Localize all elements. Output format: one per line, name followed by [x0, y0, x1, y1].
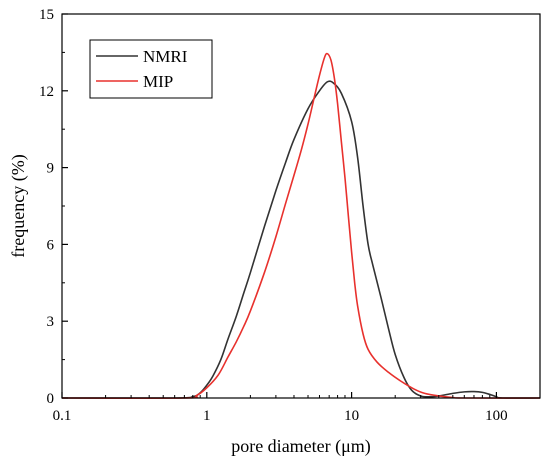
x-tick-label: 1 — [203, 408, 211, 424]
y-axis-label: frequency (%) — [8, 154, 29, 257]
legend-box — [89, 39, 213, 99]
y-axis: 0 3 6 9 12 15 — [39, 7, 68, 407]
x-tick-label: 10 — [344, 408, 359, 424]
y-tick-label: 6 — [47, 237, 55, 253]
y-tick-label: 12 — [39, 84, 54, 100]
y-tick-label: 3 — [47, 314, 55, 330]
x-tick-label: 0.1 — [53, 408, 72, 424]
plot-series — [61, 52, 541, 399]
x-axis-label: pore diameter (μm) — [231, 436, 371, 457]
legend-label-nmri: NMRI — [143, 47, 188, 66]
series-line-mip — [61, 52, 541, 399]
series-line-nmri — [61, 80, 541, 399]
x-tick-label: 100 — [485, 408, 508, 424]
y-tick-label: 15 — [39, 7, 54, 23]
legend: NMRI MIP — [89, 39, 213, 99]
y-tick-label: 0 — [47, 391, 55, 407]
x-axis: 0.1 1 10 100 — [53, 392, 508, 424]
legend-label-mip: MIP — [143, 72, 173, 91]
y-tick-label: 9 — [47, 161, 55, 177]
